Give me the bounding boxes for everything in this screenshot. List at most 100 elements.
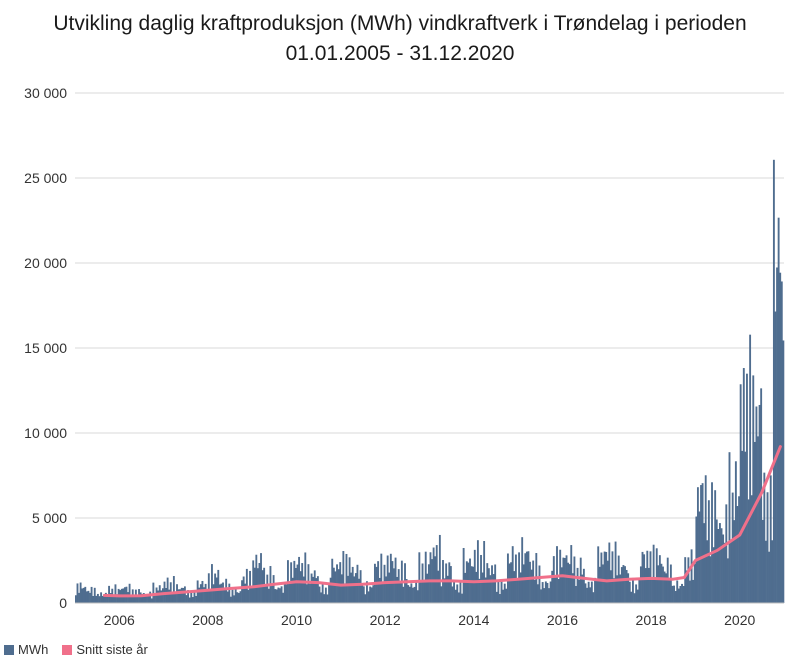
bar: [668, 580, 671, 603]
bar: [174, 593, 177, 603]
bar: [472, 566, 475, 603]
bar: [692, 579, 695, 603]
bar: [506, 553, 509, 603]
bar: [198, 587, 201, 603]
axis-layer: 0 5 000 10 000 15 000 20 000 25 000 30 000 2006…: [24, 85, 784, 628]
bar: [738, 496, 741, 603]
bar: [676, 580, 679, 603]
bar: [285, 584, 288, 603]
bar: [739, 384, 742, 603]
bar: [448, 562, 451, 603]
bar: [570, 545, 573, 603]
x-tick-label: 2008: [192, 612, 223, 628]
bar: [233, 595, 236, 603]
bar: [457, 592, 460, 603]
bar: [564, 558, 566, 603]
bar: [92, 595, 95, 603]
legend-label-mwh: MWh: [18, 642, 49, 657]
bar: [206, 589, 209, 603]
bar: [453, 581, 456, 603]
bar: [733, 520, 736, 603]
bar: [646, 550, 649, 603]
bar: [141, 593, 144, 603]
bar: [267, 588, 270, 603]
bar: [166, 577, 169, 603]
bars-layer: [75, 159, 785, 603]
bar: [521, 537, 524, 603]
bar: [393, 568, 395, 603]
bar: [255, 554, 258, 603]
bar: [116, 594, 118, 603]
bar: [320, 592, 323, 603]
bar: [484, 577, 487, 603]
bar: [399, 581, 402, 603]
bar: [396, 576, 399, 603]
bar: [101, 595, 104, 603]
bar: [279, 588, 281, 603]
bar: [419, 581, 422, 603]
bar: [495, 591, 498, 603]
bar: [696, 487, 699, 603]
bar: [503, 583, 506, 603]
bar: [334, 571, 337, 603]
bar: [288, 581, 291, 603]
bar: [199, 584, 202, 603]
bar: [315, 578, 318, 603]
bar: [89, 592, 91, 603]
bar: [522, 564, 525, 603]
bar: [590, 581, 593, 603]
bar: [340, 574, 343, 603]
bar: [704, 475, 707, 603]
bar: [220, 583, 223, 603]
bar: [576, 567, 579, 603]
bar: [519, 572, 522, 603]
bar: [662, 566, 664, 603]
bar: [318, 586, 321, 603]
bar: [677, 588, 680, 603]
bar: [146, 594, 148, 603]
bar: [280, 586, 283, 603]
bar: [440, 586, 443, 603]
bar: [96, 593, 99, 603]
bar: [703, 523, 706, 603]
bar: [693, 563, 696, 603]
bar: [321, 583, 324, 603]
bar: [497, 580, 500, 603]
bar: [456, 584, 459, 603]
bar: [277, 587, 280, 603]
bar: [602, 564, 604, 603]
bar: [560, 567, 563, 603]
bar: [362, 586, 365, 603]
bar: [258, 562, 261, 603]
x-tick-label: 2016: [547, 612, 578, 628]
bar: [165, 587, 167, 603]
bar: [461, 593, 463, 603]
bar: [157, 590, 160, 603]
bar: [294, 567, 297, 603]
bar: [361, 583, 364, 603]
bar: [494, 564, 497, 603]
bar: [613, 578, 615, 603]
bar: [449, 566, 452, 603]
bar: [435, 545, 438, 603]
bar: [750, 495, 753, 603]
bar: [185, 595, 188, 603]
bar: [87, 590, 90, 603]
bar: [282, 592, 285, 603]
bar: [552, 556, 555, 603]
bar: [237, 593, 240, 603]
bar: [316, 576, 319, 603]
bar: [665, 573, 668, 603]
bar: [611, 551, 614, 603]
bar: [354, 573, 357, 603]
bar: [386, 555, 389, 603]
bar: [636, 589, 639, 603]
bar: [252, 560, 255, 603]
bar: [310, 573, 313, 603]
bar: [608, 542, 611, 603]
bar: [728, 452, 731, 603]
bar: [106, 595, 109, 603]
bar: [260, 553, 262, 603]
bar: [764, 540, 767, 603]
bar: [609, 570, 612, 603]
